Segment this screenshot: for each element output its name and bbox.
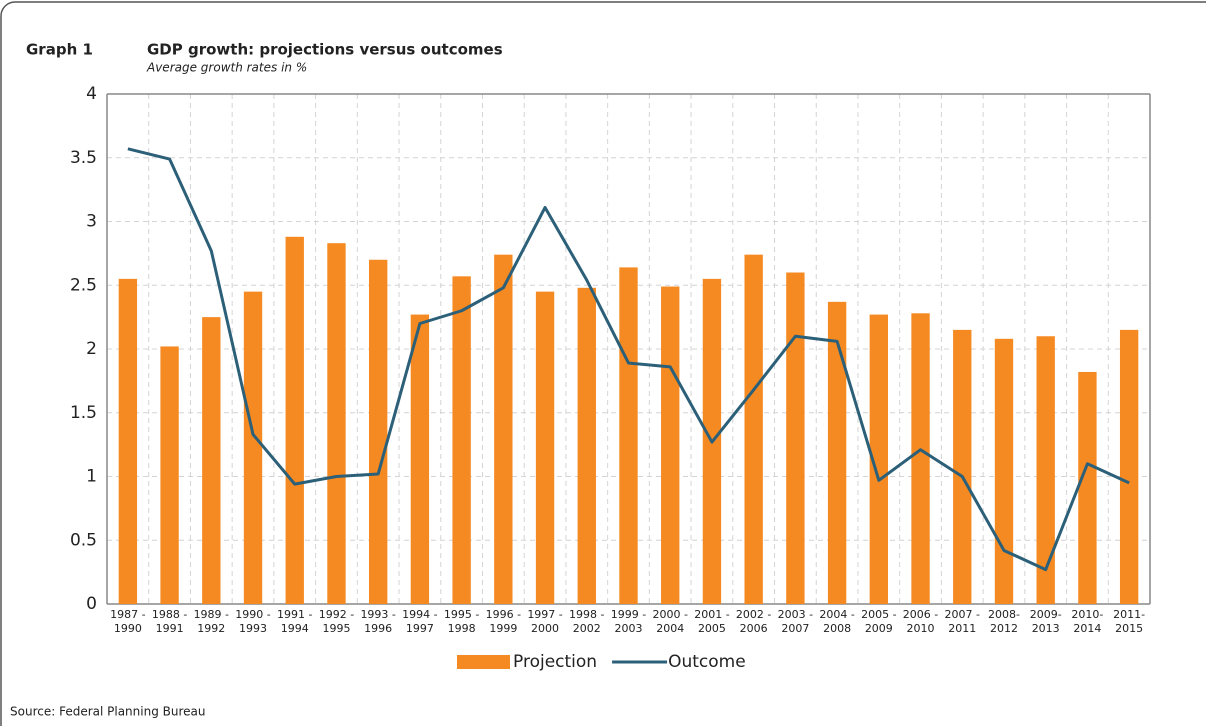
x-tick-label: 2005 <box>698 622 726 635</box>
bar <box>494 254 513 604</box>
x-tick-label: 1994 <box>281 622 309 635</box>
y-tick-label: 1 <box>86 467 97 487</box>
x-tick-label: 1992 <box>197 622 225 635</box>
x-tick-label: 2010 <box>907 622 935 635</box>
bar <box>911 313 930 604</box>
bar <box>285 236 304 605</box>
x-tick-label: 1990 <box>114 622 142 635</box>
source: Source: Federal Planning Bureau <box>10 705 206 719</box>
x-tick-label: 2009- <box>1030 608 1062 621</box>
x-tick-label: 2001 - <box>694 608 729 621</box>
y-tick-label: 1.5 <box>70 403 97 423</box>
bar <box>994 338 1014 604</box>
x-tick-label: 1999 <box>489 622 517 635</box>
legend-label: Projection <box>513 652 597 672</box>
bar <box>369 259 388 604</box>
x-tick-label: 1996 - <box>486 608 521 621</box>
x-tick-label: 2015 <box>1115 622 1143 635</box>
x-tick-label: 2006 <box>740 622 768 635</box>
x-tick-label: 1993 - <box>360 608 395 621</box>
bar <box>160 346 179 604</box>
x-tick-label: 1999 - <box>611 608 646 621</box>
x-tick-label: 1997 - <box>527 608 562 621</box>
bar <box>869 314 888 604</box>
y-tick-label: 0.5 <box>70 530 97 550</box>
bar <box>1036 336 1055 604</box>
bar <box>661 286 680 604</box>
x-tick-label: 2012 <box>990 622 1018 635</box>
bar <box>619 267 638 604</box>
x-tick-label: 1997 <box>406 622 434 635</box>
y-tick-label: 0 <box>86 594 97 614</box>
x-tick-label: 1988 - <box>152 608 187 621</box>
y-tick-label: 2 <box>86 339 97 359</box>
x-tick-label: 2003 <box>615 622 643 635</box>
chart-subtitle: Average growth rates in % <box>146 61 307 75</box>
x-tick-label: 2013 <box>1032 622 1060 635</box>
chart-title: GDP growth: projections versus outcomes <box>147 41 503 59</box>
line <box>127 147 1130 572</box>
graph-label: Graph 1 <box>26 41 93 59</box>
x-tick-label: 2004 <box>656 622 684 635</box>
bar <box>243 291 263 604</box>
x-tick-label: 2008 <box>823 622 851 635</box>
bar <box>327 243 346 605</box>
x-tick-label: 2014 <box>1073 622 1101 635</box>
x-tick-label: 2002 - <box>736 608 771 621</box>
x-tick-label: 2011 <box>948 622 976 635</box>
x-tick-label: 2000 - <box>652 608 687 621</box>
x-tick-label: 2003 - <box>778 608 813 621</box>
bar <box>786 272 805 604</box>
bar <box>953 329 972 604</box>
legend-label: Outcome <box>668 652 746 672</box>
legend-swatch <box>457 655 510 669</box>
bar <box>452 276 471 604</box>
x-tick-label: 2008- <box>988 608 1020 621</box>
y-tick-label: 3 <box>86 212 97 232</box>
x-tick-label: 1998 - <box>569 608 604 621</box>
x-tick-label: 2007 <box>781 622 809 635</box>
x-tick-label: 1991 <box>156 622 184 635</box>
x-tick-label: 2010- <box>1071 608 1103 621</box>
x-tick-label: 1996 <box>364 622 392 635</box>
bar <box>1119 329 1139 604</box>
x-tick-label: 2011- <box>1113 608 1145 621</box>
x-tick-label: 2007 - <box>945 608 980 621</box>
x-tick-label: 1992 - <box>319 608 354 621</box>
x-tick-label: 2002 <box>573 622 601 635</box>
bar <box>827 301 847 604</box>
x-tick-label: 2006 - <box>903 608 938 621</box>
x-tick-label: 1995 <box>322 622 350 635</box>
y-tick-label: 2.5 <box>70 275 97 295</box>
bar <box>1078 371 1097 604</box>
bar <box>535 291 555 604</box>
x-tick-label: 1987 - <box>110 608 145 621</box>
x-tick-label: 1995 - <box>444 608 479 621</box>
x-tick-label: 2004 - <box>819 608 854 621</box>
x-tick-label: 1998 <box>448 622 476 635</box>
y-tick-label: 3.5 <box>70 148 97 168</box>
bar <box>577 287 596 604</box>
x-tick-label: 1991 - <box>277 608 312 621</box>
x-tick-label: 1990 - <box>235 608 270 621</box>
y-tick-label: 4 <box>86 84 97 104</box>
x-tick-label: 2000 <box>531 622 559 635</box>
x-tick-label: 1993 <box>239 622 267 635</box>
bar <box>118 278 138 604</box>
bar <box>202 317 221 604</box>
x-tick-label: 2005 - <box>861 608 896 621</box>
bar <box>410 314 430 604</box>
x-tick-label: 2009 <box>865 622 893 635</box>
x-tick-label: 1989 - <box>194 608 229 621</box>
bar <box>744 254 763 604</box>
x-tick-label: 1994 - <box>402 608 437 621</box>
